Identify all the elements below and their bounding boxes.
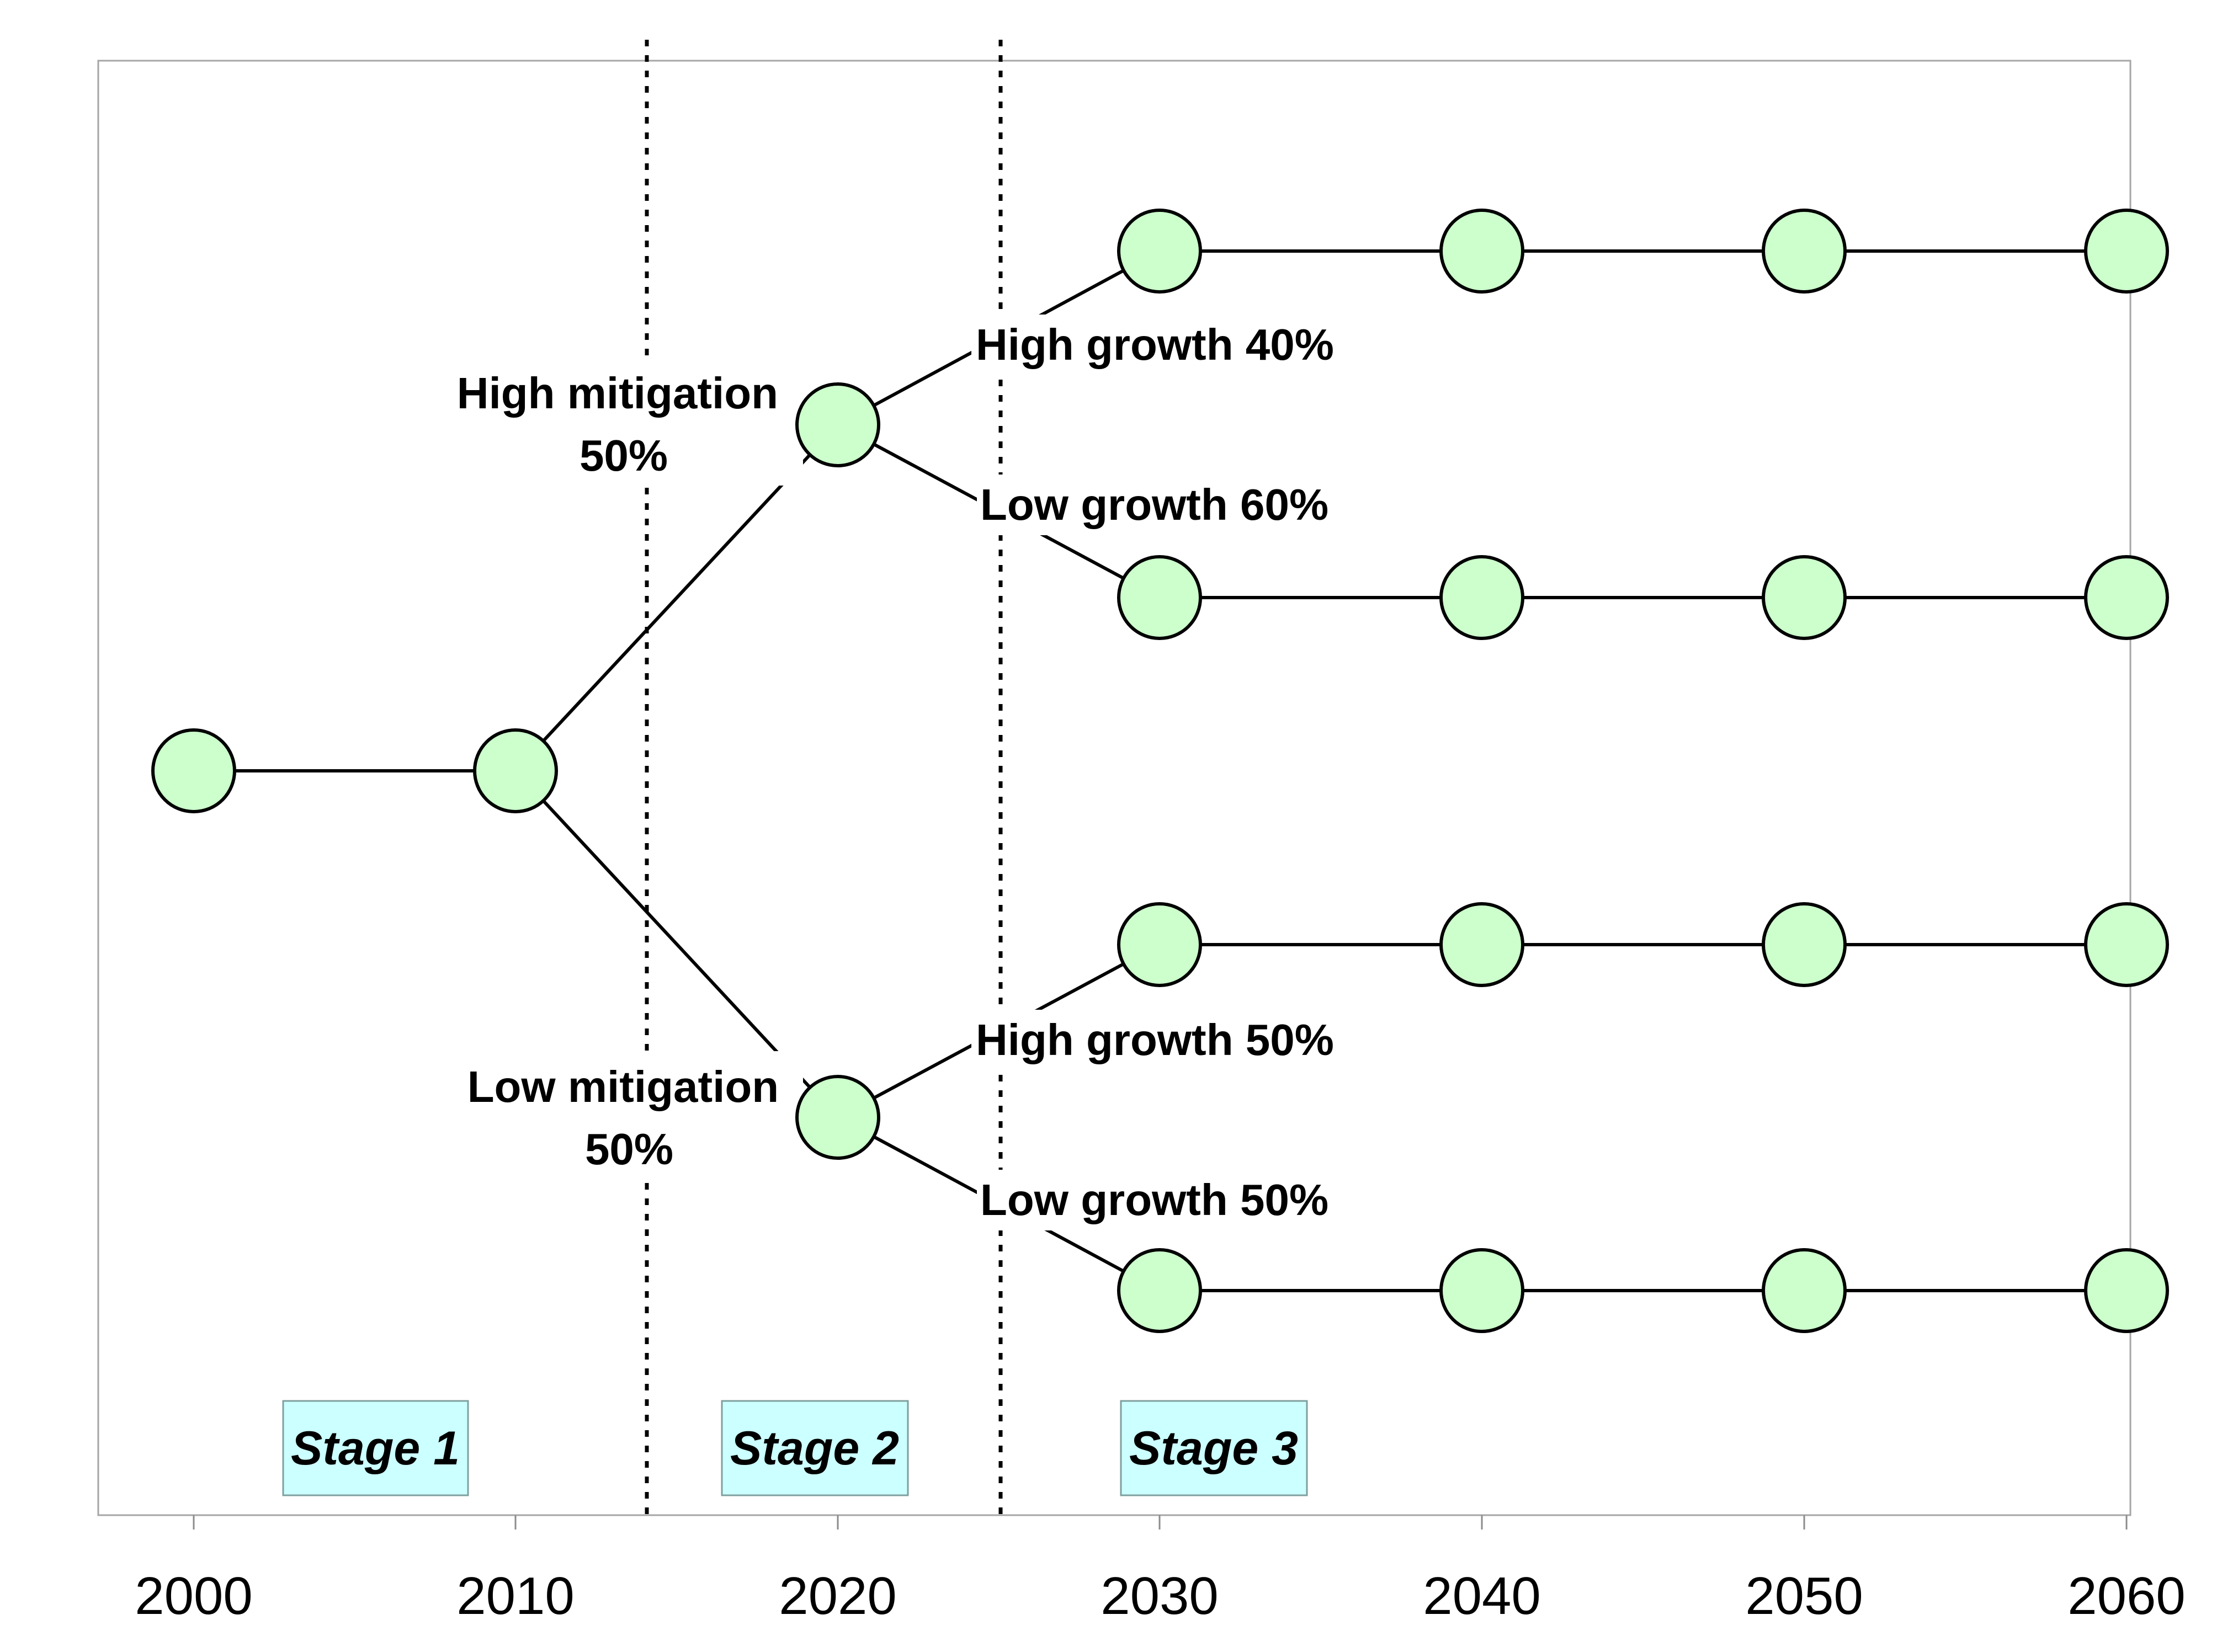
high-growth-50-label-bg bbox=[971, 1010, 1358, 1070]
node-2030-path-1 bbox=[1117, 209, 1202, 294]
low-mitigation-label-line2: 50% bbox=[585, 1125, 673, 1174]
high-mitigation-label-bg bbox=[442, 359, 803, 486]
high-mitigation-label-line1: High mitigation bbox=[457, 369, 778, 418]
plot-frame bbox=[97, 60, 2131, 1516]
stage-1-box bbox=[282, 1400, 469, 1496]
node-2030-path-2 bbox=[1117, 555, 1202, 640]
stage-boxes: Stage 1 Stage 2 Stage 3 bbox=[282, 1400, 1308, 1496]
high-growth-40-label-bg bbox=[971, 315, 1358, 375]
tree-edges bbox=[194, 249, 2127, 1292]
low-growth-60-label-bg bbox=[977, 475, 1358, 535]
node-2020-high-mitigation bbox=[795, 382, 880, 467]
node-2030-path-3 bbox=[1117, 902, 1202, 987]
low-growth-60-label: Low growth 60% bbox=[980, 480, 1328, 529]
node-2010 bbox=[473, 728, 558, 813]
node-2060-path-2 bbox=[2084, 555, 2169, 640]
stage-2-label: Stage 2 bbox=[730, 1422, 899, 1475]
tree-nodes bbox=[151, 209, 2169, 1333]
node-2060-path-3 bbox=[2084, 902, 2169, 987]
low-growth-50-label: Low growth 50% bbox=[980, 1175, 1328, 1224]
low-mitigation-label-line1: Low mitigation bbox=[467, 1062, 779, 1111]
low-growth-50-label-bg bbox=[977, 1170, 1358, 1230]
x-axis: 2000 2010 2020 2030 2040 2050 2060 bbox=[135, 1515, 2186, 1626]
node-2040-path-3 bbox=[1439, 902, 1524, 987]
node-2060-path-4 bbox=[2084, 1248, 2169, 1333]
high-mitigation-label: High mitigation 50% bbox=[457, 369, 790, 480]
node-2050-path-1 bbox=[1762, 209, 1847, 294]
low-mitigation-label: Low mitigation 50% bbox=[467, 1062, 791, 1174]
x-tick-label-2050: 2050 bbox=[1745, 1566, 1863, 1626]
stage-3-label: Stage 3 bbox=[1129, 1422, 1298, 1475]
node-2020-low-mitigation bbox=[795, 1075, 880, 1160]
node-2060-path-1 bbox=[2084, 209, 2169, 294]
node-2050-path-4 bbox=[1762, 1248, 1847, 1333]
stage-1-label: Stage 1 bbox=[291, 1422, 460, 1475]
node-2050-path-2 bbox=[1762, 555, 1847, 640]
x-tick-label-2060: 2060 bbox=[2067, 1566, 2186, 1626]
high-growth-40-label: High growth 40% bbox=[976, 320, 1334, 369]
x-tick-label-2010: 2010 bbox=[456, 1566, 575, 1626]
low-mitigation-label-bg bbox=[453, 1051, 803, 1178]
node-2040-path-4 bbox=[1439, 1248, 1524, 1333]
node-2000 bbox=[151, 728, 236, 813]
node-2040-path-2 bbox=[1439, 555, 1524, 640]
high-growth-50-label: High growth 50% bbox=[976, 1015, 1334, 1064]
node-2030-path-4 bbox=[1117, 1248, 1202, 1333]
stage-3-box bbox=[1120, 1400, 1308, 1496]
x-tick-label-2030: 2030 bbox=[1101, 1566, 1219, 1626]
x-tick-label-2040: 2040 bbox=[1423, 1566, 1541, 1626]
high-mitigation-label-line2: 50% bbox=[580, 431, 668, 480]
node-2040-path-1 bbox=[1439, 209, 1524, 294]
branch-labels: High mitigation 50% Low mitigation 50% H… bbox=[442, 315, 1358, 1230]
x-tick-label-2000: 2000 bbox=[135, 1566, 253, 1626]
stage-2-box bbox=[721, 1400, 909, 1496]
node-2050-path-3 bbox=[1762, 902, 1847, 987]
x-tick-label-2020: 2020 bbox=[779, 1566, 897, 1626]
